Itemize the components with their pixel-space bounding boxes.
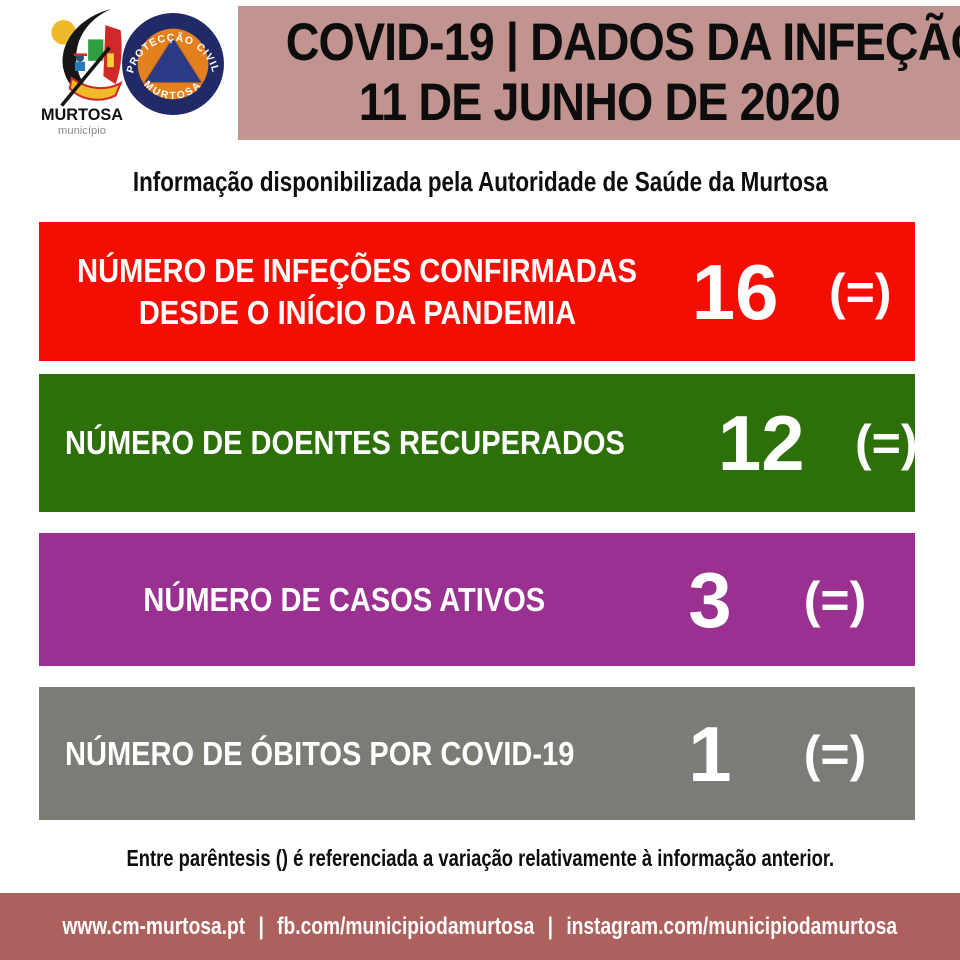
stat-value-active: 3 [688,555,732,644]
footer-instagram: instagram.com/municipiodamurtosa [566,912,898,940]
municipality-logo-subname: município [58,125,106,137]
stat-delta-recovered: (=) [854,415,918,471]
page-title-line1: COVID-19 | DADOS DA INFEÇÃO [285,13,960,72]
stat-value-confirmed: 16 [691,247,779,336]
footer-website: www.cm-murtosa.pt [62,912,246,940]
stat-delta-active: (=) [803,571,867,628]
civil-protection-badge-icon: PROTECÇÃO CIVIL MURTOSA [122,13,224,115]
page-title-line2: 11 DE JUNHO DE 2020 [358,73,840,132]
municipality-logo: MURTOSA município [26,4,138,140]
footer-facebook: fb.com/municipiodamurtosa [277,912,535,940]
stat-bar-deaths: NÚMERO DE ÓBITOS POR COVID-19 1 (=) [39,687,915,820]
header-banner: COVID-19 | DADOS DA INFEÇÃO 11 DE JUNHO … [238,6,960,140]
stat-label-recovered: NÚMERO DE DOENTES RECUPERADOS [65,424,625,461]
stat-delta-confirmed: (=) [828,263,892,320]
footer-separator: | [547,912,554,940]
footer-bar: www.cm-murtosa.pt | fb.com/municipiodamu… [0,893,960,960]
subtitle: Informação disponibilizada pela Autorida… [132,166,828,197]
stat-bar-confirmed-infections: NÚMERO DE INFEÇÕES CONFIRMADAS DESDE O I… [39,222,915,361]
civil-protection-logo: PROTECÇÃO CIVIL MURTOSA [121,12,225,116]
stat-delta-deaths: (=) [803,725,867,782]
stat-label-active: NÚMERO DE CASOS ATIVOS [143,580,546,618]
stat-value-recovered: 12 [717,399,805,487]
stat-label-confirmed: NÚMERO DE INFEÇÕES CONFIRMADAS DESDE O I… [77,251,638,331]
stat-bar-active-cases: NÚMERO DE CASOS ATIVOS 3 (=) [39,533,915,666]
moliceiro-boat-icon: MURTOSA município [41,8,123,137]
stat-value-deaths: 1 [688,709,732,798]
stat-label-deaths: NÚMERO DE ÓBITOS POR COVID-19 [65,734,575,772]
stat-bar-recovered: NÚMERO DE DOENTES RECUPERADOS 12 (=) [39,374,917,512]
municipality-logo-name: MURTOSA [41,106,123,124]
footer-separator: | [258,912,265,940]
footnote: Entre parêntesis () é referenciada a var… [126,845,834,871]
